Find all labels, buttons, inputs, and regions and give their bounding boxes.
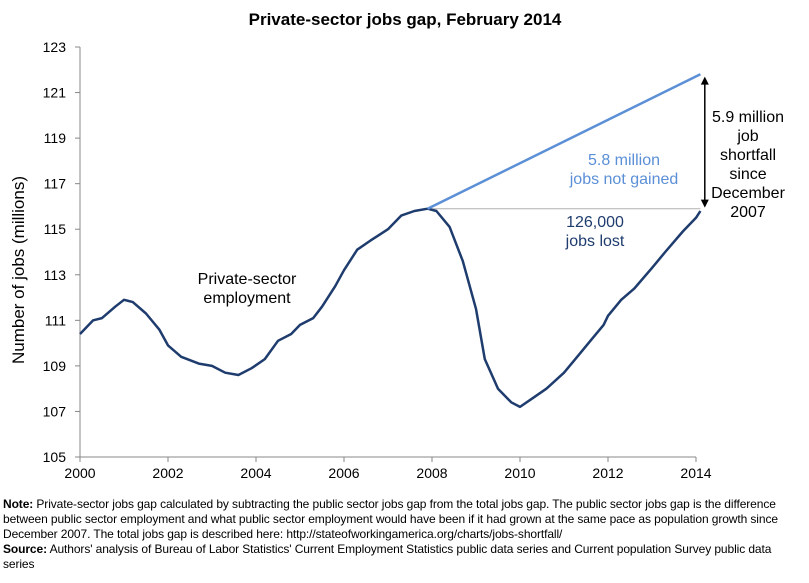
arrow-head-up-icon: [700, 76, 709, 85]
employment-label: Private-sector: [198, 271, 297, 288]
source-text: Authors' analysis of Bureau of Labor Sta…: [3, 542, 772, 571]
shortfall-label: job: [736, 128, 758, 145]
y-tick-label: 121: [43, 85, 67, 101]
chart-title: Private-sector jobs gap, February 2014: [249, 10, 562, 29]
x-tick-label: 2010: [504, 465, 535, 481]
y-tick-label: 123: [43, 39, 67, 55]
x-tick-label: 2014: [680, 465, 711, 481]
y-tick-label: 113: [44, 267, 67, 283]
shortfall-label: 5.9 million: [712, 109, 784, 126]
x-tick-label: 2012: [592, 465, 623, 481]
employment-label: employment: [203, 290, 291, 307]
y-tick-label: 119: [44, 130, 67, 146]
jobs-not-gained-label: 5.8 million: [588, 152, 660, 169]
x-tick-label: 2004: [240, 465, 271, 481]
x-tick-label: 2002: [152, 465, 183, 481]
note-label: Note:: [3, 497, 34, 511]
arrow-head-down-icon: [700, 199, 709, 208]
chart-note: Note: Private-sector jobs gap calculated…: [3, 497, 803, 572]
y-axis-label: Number of jobs (millions): [9, 176, 28, 364]
potential-employment-line: [427, 73, 701, 210]
x-tick-label: 2000: [64, 465, 95, 481]
y-tick-label: 111: [45, 312, 66, 328]
shortfall-label: shortfall: [720, 147, 776, 164]
source-label: Source:: [3, 542, 47, 556]
chart: Private-sector jobs gap, February 2014 N…: [9, 10, 786, 481]
jobs-lost-label: jobs lost: [565, 233, 625, 250]
note-text: Private-sector jobs gap calculated by su…: [3, 497, 778, 541]
shortfall-label: 2007: [730, 204, 766, 221]
y-tick-label: 117: [44, 176, 67, 192]
shortfall-label: December: [711, 185, 785, 202]
jobs-lost-label: 126,000: [566, 214, 624, 231]
shortfall-label: since: [729, 166, 766, 183]
y-tick-label: 107: [43, 403, 67, 419]
y-tick-label: 115: [44, 221, 67, 237]
x-tick-label: 2008: [416, 465, 447, 481]
employment-line: [79, 207, 702, 409]
y-tick-label: 105: [43, 449, 67, 465]
y-tick-label: 109: [43, 358, 67, 374]
jobs-not-gained-label: jobs not gained: [569, 171, 679, 188]
x-tick-label: 2006: [328, 465, 359, 481]
